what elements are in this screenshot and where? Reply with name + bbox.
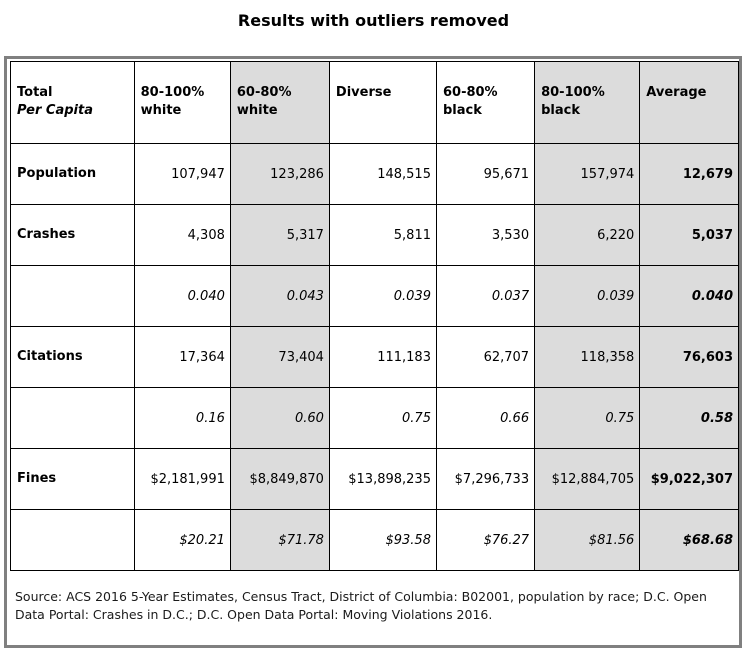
table-cell: 118,358	[534, 326, 641, 388]
table-cell: 17,364	[133, 326, 231, 388]
table-cell: 4,308	[133, 204, 231, 266]
table-title: Results with outliers removed	[237, 11, 510, 30]
header-col-6: Average	[639, 61, 739, 144]
table-cell: 0.16	[133, 387, 231, 449]
table-cell-average: 0.58	[639, 387, 739, 449]
table-cell: 95,671	[435, 143, 536, 205]
table-cell: 148,515	[328, 143, 437, 205]
row-label-crashes: Crashes	[10, 204, 135, 266]
header-per-capita-label: Per Capita	[17, 103, 93, 118]
table-cell: 5,317	[229, 204, 330, 266]
table-cell-average: 0.040	[639, 265, 739, 327]
table-row: 0.16 0.60 0.75 0.66 0.75 0.58	[10, 387, 739, 449]
table-cell: 0.039	[534, 265, 641, 327]
table-cell: 111,183	[328, 326, 437, 388]
table-row: Citations 17,364 73,404 111,183 62,707 1…	[10, 326, 739, 388]
table-cell: 0.66	[435, 387, 536, 449]
table-cell: 0.043	[229, 265, 330, 327]
table-cell: 62,707	[435, 326, 536, 388]
table-cell: 0.037	[435, 265, 536, 327]
results-table: Total Per Capita 80-100% white 60-80% whit…	[10, 61, 739, 571]
table-row: Fines $2,181,991 $8,849,870 $13,898,235 …	[10, 448, 739, 510]
table-cell: 5,811	[328, 204, 437, 266]
table-cell: $8,849,870	[229, 448, 330, 510]
header-first-cell: Total Per Capita	[10, 61, 135, 144]
table-cell: 6,220	[534, 204, 641, 266]
header-col-4: 60-80% black	[435, 61, 536, 144]
row-label-empty	[10, 265, 135, 327]
header-col-3: Diverse	[328, 61, 437, 144]
table-row: $20.21 $71.78 $93.58 $76.27 $81.56 $68.6…	[10, 509, 739, 571]
table-cell: 0.60	[229, 387, 330, 449]
table-frame: Total Per Capita 80-100% white 60-80% whit…	[4, 56, 742, 648]
table-cell: $71.78	[229, 509, 330, 571]
table-cell: 157,974	[534, 143, 641, 205]
table-cell: $13,898,235	[328, 448, 437, 510]
source-note: Source: ACS 2016 5-Year Estimates, Censu…	[15, 589, 707, 622]
table-cell: $93.58	[328, 509, 437, 571]
table-cell: $7,296,733	[435, 448, 536, 510]
table-cell: $76.27	[435, 509, 536, 571]
table-cell: 107,947	[133, 143, 231, 205]
header-row: Total Per Capita 80-100% white 60-80% whit…	[10, 61, 739, 144]
table-cell: $20.21	[133, 509, 231, 571]
table-cell-average: 76,603	[639, 326, 739, 388]
row-label-empty	[10, 509, 135, 571]
table-cell: 0.75	[534, 387, 641, 449]
header-col-2: 60-80% white	[229, 61, 330, 144]
table-cell-average: $68.68	[639, 509, 739, 571]
table-row: Crashes 4,308 5,317 5,811 3,530 6,220 5,…	[10, 204, 739, 266]
row-label-fines: Fines	[10, 448, 135, 510]
table-cell: 73,404	[229, 326, 330, 388]
table-cell: 0.75	[328, 387, 437, 449]
row-label-citations: Citations	[10, 326, 135, 388]
header-total-label: Total	[17, 85, 53, 100]
table-cell: 123,286	[229, 143, 330, 205]
row-label-population: Population	[10, 143, 135, 205]
row-label-empty	[10, 387, 135, 449]
header-col-1: 80-100% white	[133, 61, 231, 144]
table-row: Population 107,947 123,286 148,515 95,67…	[10, 143, 739, 205]
table-cell: 3,530	[435, 204, 536, 266]
table-cell-average: 12,679	[639, 143, 739, 205]
table-cell: 0.040	[133, 265, 231, 327]
table-cell: 0.039	[328, 265, 437, 327]
table-cell: $2,181,991	[133, 448, 231, 510]
table-cell-average: 5,037	[639, 204, 739, 266]
table-cell: $12,884,705	[534, 448, 641, 510]
table-cell: $81.56	[534, 509, 641, 571]
table-row: 0.040 0.043 0.039 0.037 0.039 0.040	[10, 265, 739, 327]
header-col-5: 80-100% black	[534, 61, 641, 144]
table-cell-average: $9,022,307	[639, 448, 739, 510]
